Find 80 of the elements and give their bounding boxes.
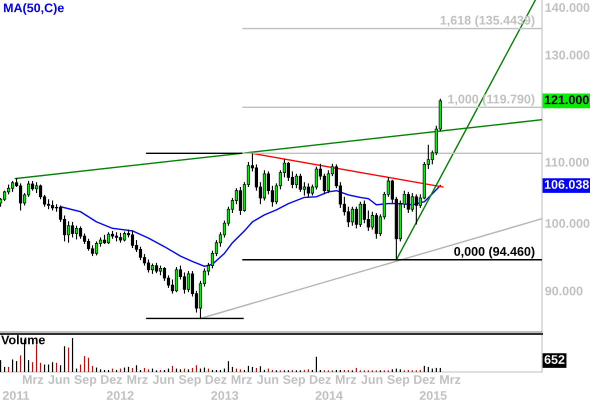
candlestick [294,173,298,189]
x-tick-label: Jun [152,375,174,384]
candlestick [66,220,70,244]
y-tick-label: 90.000 [545,286,582,296]
candlestick [118,232,122,244]
series-label: 0,000 (94.460) [454,246,534,258]
x-tick-label: Dez [206,375,227,384]
text: 652 [544,355,564,364]
text: 106.038 [544,180,589,189]
candlestick [314,166,318,190]
x-tick-label: Dez [101,375,122,384]
candlestick [370,211,374,230]
y-tick-label: 110.000 [546,158,589,167]
y-tick-label: 100.000 [546,218,590,228]
candlestick [122,231,126,242]
candlestick [238,186,242,216]
x2-tick-label: 2013 [211,391,238,400]
text: 121.000 [544,95,589,104]
candlestick [406,191,410,214]
candlestick [298,173,302,192]
candlestick [162,266,166,282]
candlestick [102,234,106,245]
candlestick [186,270,190,293]
candlestick [326,170,330,194]
candlestick [174,266,178,293]
x-tick-label: Jun [48,375,70,384]
x-tick-label: Mrz [127,375,148,384]
candlestick [138,246,142,261]
x-tick-label: Sep [178,375,201,386]
x2-tick-label: 2011 [2,391,30,400]
x-tick-label: Sep [74,375,96,386]
candlestick [346,206,350,228]
y-tick-label: 130.000 [546,50,590,60]
x-tick-label: Mrz [336,375,356,384]
x2-tick-label: 2012 [106,391,134,400]
x-tick-label: Mrz [440,375,460,384]
candlestick [18,182,22,212]
candlestick [86,238,90,252]
x2-tick-label: 2014 [316,391,343,400]
candlestick [182,272,186,294]
x-tick-label: Jun [256,375,278,384]
candlestick [106,232,110,245]
candlestick [50,200,54,212]
candlestick [46,198,50,210]
candlestick [154,262,158,274]
candlestick [74,225,78,240]
candlestick [374,212,378,240]
candlestick [34,182,38,194]
candlestick [70,221,74,238]
candlestick [414,194,418,226]
candlestick [306,182,310,198]
x-tick-label: Mrz [232,375,252,384]
x-tick-label: Mrz [22,375,44,384]
series-label: 1,000 (119.790) [448,94,534,106]
candlestick [114,232,118,242]
candlestick [146,258,150,274]
x-tick-label: Jun [361,375,382,384]
x-tick-label: Sep [283,375,306,386]
candlestick [90,244,94,257]
candlestick [286,161,290,182]
candlestick [30,180,34,192]
x-tick-label: Sep [387,375,410,386]
text: MA(50,C)e [4,3,64,15]
x2-tick-label: 2015 [420,391,447,400]
chart-title: Volume [1,335,45,344]
candlestick [354,206,358,229]
candlestick [358,201,362,228]
candlestick [2,190,6,202]
candlestick [350,206,354,226]
candlestick [362,200,366,224]
x-tick-label: Dez [310,375,331,384]
candlestick [410,192,414,212]
candlestick [94,240,98,256]
candlestick [130,230,134,249]
x-tick-label: Dez [414,375,436,384]
candlestick [150,263,154,274]
candlestick [10,180,14,192]
candlestick [158,265,162,276]
candlestick [78,226,82,240]
y-tick-label: 140.000 [546,3,590,12]
